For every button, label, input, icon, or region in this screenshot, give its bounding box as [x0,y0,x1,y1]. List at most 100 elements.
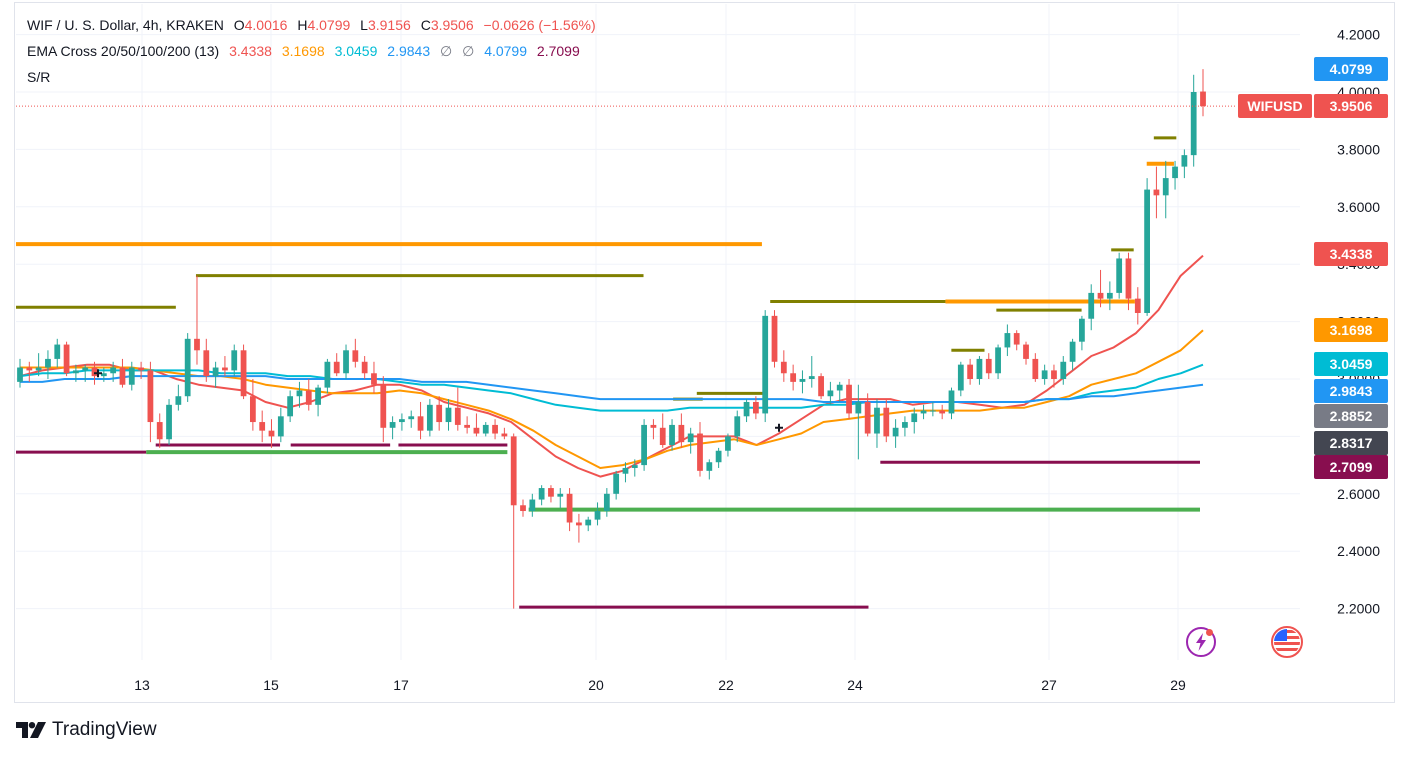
candle-body [1200,91,1206,107]
candle [1172,160,1178,190]
candle-body [54,344,61,359]
candle-body [324,361,331,388]
candle [836,381,843,402]
candle [1097,269,1104,308]
price-badge-bg [1314,242,1388,266]
candle [808,356,815,388]
candle [156,413,163,448]
tradingview-logo[interactable]: TradingView [16,719,157,741]
candle [324,358,331,394]
candle-body [249,396,256,423]
candle [641,419,647,471]
candle-body [1004,333,1011,348]
candle [622,462,629,483]
close-value: 3.9506 [430,17,474,33]
candle [939,404,946,420]
price-tick-label: 4.2000 [1337,27,1380,43]
candle [529,493,536,517]
candle [1153,166,1160,219]
candle-body [287,396,294,417]
candle [631,459,638,477]
candle [333,353,340,377]
candle [119,358,126,388]
ema-indicator-label[interactable]: EMA Cross 20/50/100/200 (13) [27,43,220,59]
candle [361,356,368,379]
sr-indicator-label[interactable]: S/R [27,69,51,85]
currency-flag-button[interactable] [1271,626,1303,658]
candle-body [799,379,806,382]
candle [902,416,908,437]
high-label: H [297,17,308,33]
candle-body [883,407,890,437]
symbol-title[interactable]: WIF / U. S. Dollar, 4h, KRAKEN [27,17,224,33]
price-badge: 3.4338 [1314,242,1388,266]
candle-body [389,422,396,428]
candle [762,310,769,423]
candle-body [818,376,824,397]
alert-button[interactable] [1185,626,1217,658]
price-badge: 2.8317 [1314,431,1388,455]
candle-body [706,462,713,471]
candle-body [1162,178,1169,196]
candle-body [771,315,778,362]
candle-body [576,522,582,526]
candle-body [380,384,387,428]
candle-body [874,407,880,434]
price-badge-label: 2.9843 [1330,383,1373,399]
price-badge: 3.1698 [1314,318,1388,342]
brand-name: TradingView [52,719,157,740]
candle-body [91,367,98,377]
candle-body [352,350,359,362]
candle-body [808,376,815,379]
ema100-value: 3.0459 [334,43,378,59]
candle [538,485,545,506]
candle-body [678,424,685,443]
candle [548,485,554,503]
candle [883,399,890,443]
candle [697,422,703,477]
candle [352,338,359,368]
candle [1088,284,1095,331]
candle [268,419,275,448]
candle [1134,287,1141,325]
time-tick-label: 15 [263,677,279,693]
price-tick-label: 3.6000 [1337,199,1380,215]
candle [1069,338,1076,371]
candle [454,387,461,431]
candle-body [1013,333,1020,345]
candle [1023,341,1029,365]
candle-body [957,364,964,391]
candle [985,353,992,379]
candle-body [240,350,247,397]
time-tick-label: 13 [134,677,150,693]
price-badge-label: 3.4338 [1330,246,1373,262]
candle-body [631,465,638,468]
candle [929,401,936,417]
candle [408,410,415,428]
candle [725,433,731,457]
candle [1181,149,1188,179]
price-badge-bg [1314,57,1388,81]
open-value: 4.0016 [244,17,288,33]
candle-body [17,367,23,382]
candle-body [1041,370,1048,379]
price-tick-label: 3.8000 [1337,141,1380,157]
candle-body [63,344,70,374]
candle-body [510,436,517,506]
candle-body [464,424,471,428]
candle-body [1088,292,1095,319]
candle [17,358,23,388]
candle [343,344,349,379]
candle-body [1125,258,1132,299]
candle-body [687,433,694,443]
candle-body [259,422,266,431]
candle [790,364,797,391]
candle-body [26,367,33,371]
candle-body [454,407,461,425]
candle-body [659,427,666,446]
ema200-line [20,375,1204,403]
candle-body [305,390,312,405]
candles [16,69,1236,609]
candle-body [73,370,79,374]
